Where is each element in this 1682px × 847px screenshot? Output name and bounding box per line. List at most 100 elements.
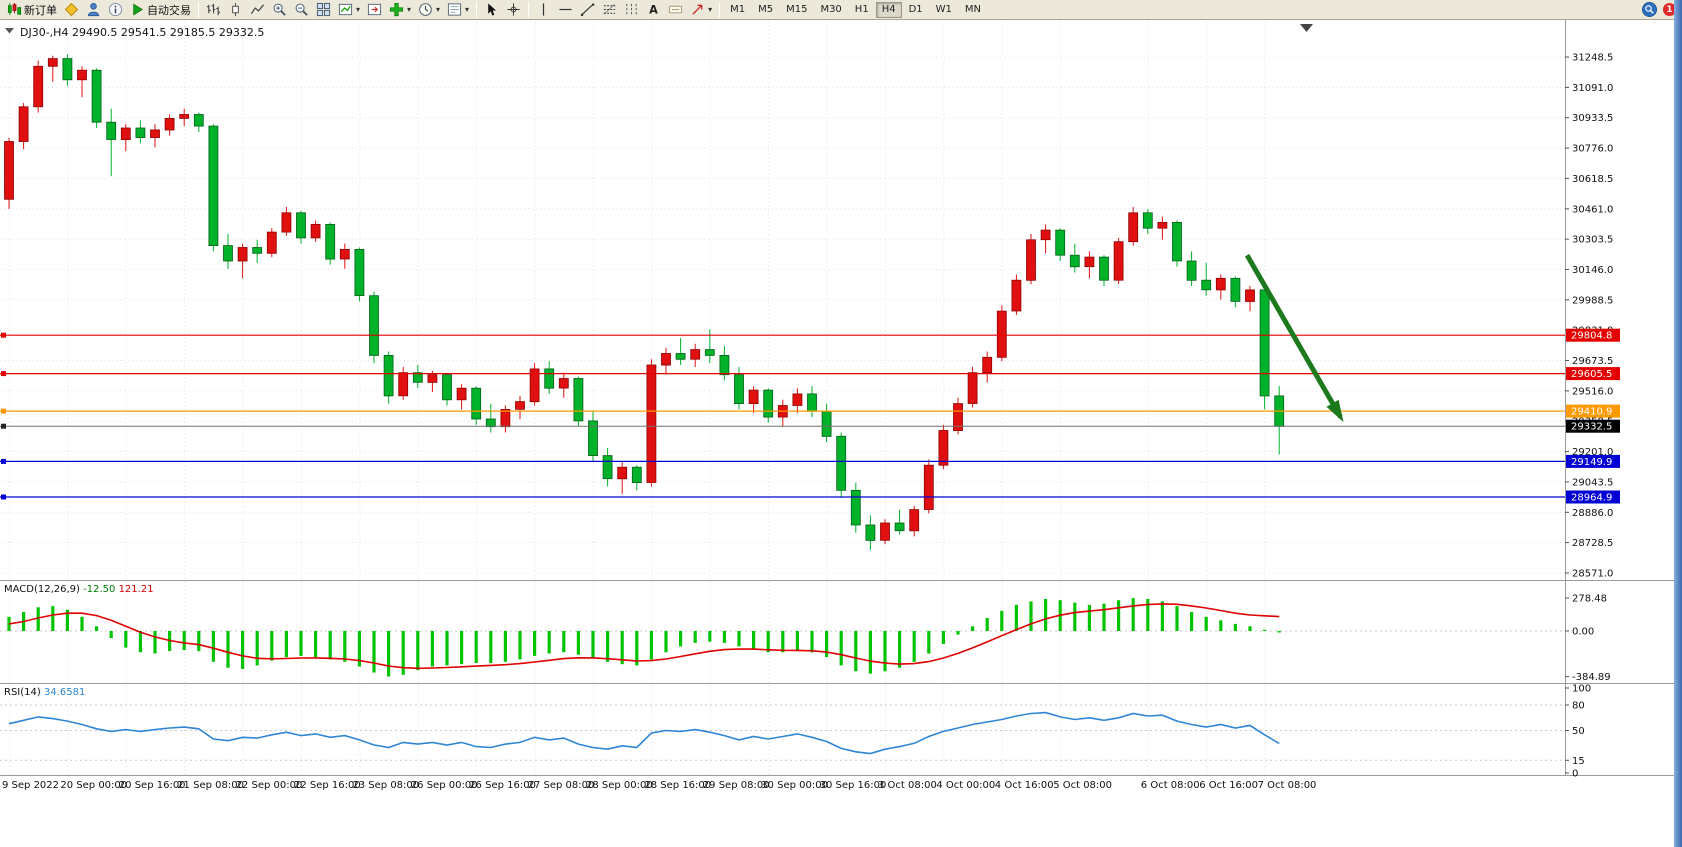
candle-body [266, 231, 277, 254]
template-icon [447, 2, 462, 17]
candle-body [281, 212, 292, 233]
autotrading-button[interactable]: 自动交易 [127, 1, 194, 19]
candle-body [18, 106, 29, 142]
line-anchor-handle[interactable] [1, 494, 6, 500]
new-order-button[interactable]: 新订单 [4, 1, 60, 19]
horizontal-line-button[interactable] [555, 1, 576, 19]
price-tick-label: 29988.5 [1572, 295, 1613, 306]
bar-chart-button[interactable] [203, 1, 224, 19]
candle-chart-button[interactable] [225, 1, 246, 19]
line-anchor-handle[interactable] [1, 332, 6, 338]
candle-body [33, 65, 44, 108]
candle-body [1099, 256, 1109, 281]
line-anchor-handle[interactable] [1, 458, 6, 464]
notification-badge[interactable]: 1 [1663, 3, 1676, 16]
line-chart-button[interactable] [247, 1, 268, 19]
price-line-label [1566, 367, 1620, 381]
candle-body [807, 393, 817, 412]
fibonacci-button[interactable] [599, 1, 620, 19]
candle-body [617, 466, 628, 480]
vline-icon [536, 2, 551, 17]
line-anchor-handle[interactable] [1, 408, 6, 414]
text-label-button[interactable] [665, 1, 686, 19]
timeframe-h1-button[interactable]: H1 [849, 2, 875, 18]
candle-body [91, 69, 102, 123]
time-label: 28 Sep 16:00 [644, 780, 711, 791]
one-click-panel-arrow[interactable] [5, 28, 14, 34]
candle-body [1084, 256, 1095, 268]
auto-scroll-button[interactable]: ▾ [335, 1, 363, 19]
vertical-line-button[interactable] [533, 1, 554, 19]
price-line-label [1566, 404, 1620, 418]
candle-body [485, 418, 496, 428]
candle-body [120, 127, 131, 141]
candle-body [412, 372, 423, 383]
timeframe-m5-button[interactable]: M5 [752, 2, 779, 18]
time-label: 6 Oct 08:00 [1141, 780, 1200, 791]
macd-axis-label: -384.89 [1572, 672, 1611, 683]
timeframe-m1-button[interactable]: M1 [724, 2, 751, 18]
time-label: 22 Sep 16:00 [294, 780, 361, 791]
candle-body [1040, 229, 1051, 241]
indicators-button[interactable]: ▾ [386, 1, 414, 19]
market-watch-button[interactable] [83, 1, 104, 19]
candle-body [836, 435, 847, 491]
play-icon [130, 2, 145, 17]
chart-shift-button[interactable] [364, 1, 385, 19]
time-label: 30 Sep 00:00 [761, 780, 828, 791]
candle-body [763, 389, 774, 418]
candle-body [938, 430, 949, 466]
timeframe-d1-button[interactable]: D1 [903, 2, 929, 18]
info-button[interactable] [105, 1, 126, 19]
textA-icon: A [646, 2, 661, 17]
candle-body [1069, 254, 1080, 268]
rsi-axis-label: 0 [1572, 769, 1578, 780]
trendline-button[interactable] [577, 1, 598, 19]
cycles-icon [624, 2, 639, 17]
line-anchor-handle[interactable] [1, 423, 6, 429]
chevron-down-icon: ▾ [465, 5, 470, 14]
cycle-lines-button[interactable] [621, 1, 642, 19]
cursor-button[interactable] [481, 1, 502, 19]
candle-body [821, 410, 832, 437]
price-line-label-text: 29804.8 [1571, 331, 1612, 342]
annotation-arrow-head[interactable] [1326, 399, 1344, 423]
price-axis[interactable]: 31248.5 31091.0 30933.5 30776.0 30618.5 30461… [1565, 53, 1620, 780]
cursor-icon [484, 2, 499, 17]
price-tick-label: 29516.0 [1572, 386, 1613, 397]
arrows-button[interactable]: ▾ [687, 1, 715, 19]
candle-body [47, 58, 58, 67]
bars-icon [206, 2, 221, 17]
chart-shift-marker[interactable] [1300, 24, 1313, 32]
templates-button[interactable]: ▾ [444, 1, 472, 19]
macd-histogram [7, 598, 1281, 677]
toolbar-separator [198, 1, 199, 18]
periods-button[interactable]: ▾ [415, 1, 443, 19]
rsi-axis-label: 100 [1572, 684, 1591, 695]
search-button[interactable] [1639, 1, 1660, 19]
price-line-label-text: 29410.9 [1571, 407, 1612, 418]
hline-icon [558, 2, 573, 17]
timeframe-m15-button[interactable]: M15 [780, 2, 813, 18]
chart-shift-icon [367, 2, 382, 17]
tile-windows-button[interactable] [313, 1, 334, 19]
price-tick-label: 29201.0 [1572, 447, 1613, 458]
line-anchor-handle[interactable] [1, 371, 6, 377]
rsi-axis-label: 50 [1572, 726, 1585, 737]
metaeditor-button[interactable] [61, 1, 82, 19]
timeframe-mn-button[interactable]: MN [959, 2, 987, 18]
crosshair-icon [506, 2, 521, 17]
candle-body [894, 522, 905, 532]
time-label: 5 Oct 08:00 [1053, 780, 1112, 791]
text-button[interactable]: A [643, 1, 664, 19]
crosshair-button[interactable] [503, 1, 524, 19]
timeframe-w1-button[interactable]: W1 [930, 2, 958, 18]
timeframe-m30-button[interactable]: M30 [814, 2, 847, 18]
zoom-out-button[interactable] [291, 1, 312, 19]
timeframe-h4-button[interactable]: H4 [875, 1, 902, 18]
candle-body [1201, 279, 1212, 291]
annotation-arrow[interactable] [1244, 253, 1343, 419]
zoom-in-button[interactable] [269, 1, 290, 19]
chart-canvas[interactable]: 31248.5 31091.0 30933.5 30776.0 30618.5 30461… [0, 20, 1682, 847]
